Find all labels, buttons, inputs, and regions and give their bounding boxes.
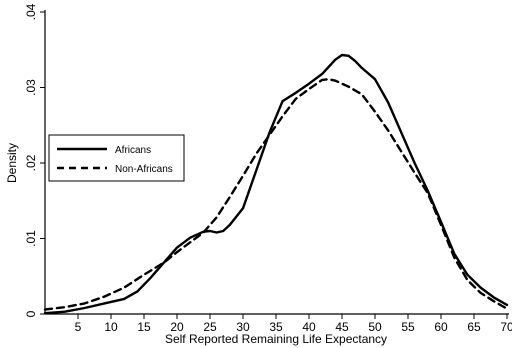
x-tick-label-20: 20 <box>170 320 184 334</box>
x-tick-label-15: 15 <box>137 320 151 334</box>
y-tick-label-4: .04 <box>24 3 38 20</box>
legend-label-africans: Africans <box>115 145 151 156</box>
axes <box>44 10 509 315</box>
x-tick-label-45: 45 <box>335 320 349 334</box>
x-tick-label-65: 65 <box>467 320 481 334</box>
series-line-africans <box>43 53 509 315</box>
x-tick-label-55: 55 <box>401 320 415 334</box>
ticks: 5 10 15 20 25 30 35 40 45 50 55 60 65 70 0 .01 .02 .03 .04 <box>24 3 512 334</box>
x-tick-label-5: 5 <box>75 320 82 334</box>
legend: Africans Non-Africans <box>48 134 185 182</box>
x-tick-label-60: 60 <box>434 320 448 334</box>
x-tick-label-40: 40 <box>302 320 316 334</box>
x-tick-label-70: 70 <box>500 320 512 334</box>
series-lines <box>43 53 509 315</box>
x-tick-label-50: 50 <box>368 320 382 334</box>
y-tick-label-2: .02 <box>24 154 38 171</box>
legend-label-non-africans: Non-Africans <box>115 164 173 175</box>
x-tick-label-30: 30 <box>236 320 250 334</box>
x-tick-label-25: 25 <box>203 320 217 334</box>
y-axis-title: Density <box>5 143 19 183</box>
x-axis-title: Self Reported Remaining Life Expectancy <box>165 332 387 346</box>
legend-box <box>48 134 185 182</box>
y-tick-label-1: .01 <box>24 230 38 247</box>
series-line-non-africans <box>43 78 509 311</box>
x-tick-label-10: 10 <box>104 320 118 334</box>
y-tick-label-3: .03 <box>24 79 38 96</box>
x-tick-label-35: 35 <box>269 320 283 334</box>
y-tick-label-0: 0 <box>24 310 38 317</box>
